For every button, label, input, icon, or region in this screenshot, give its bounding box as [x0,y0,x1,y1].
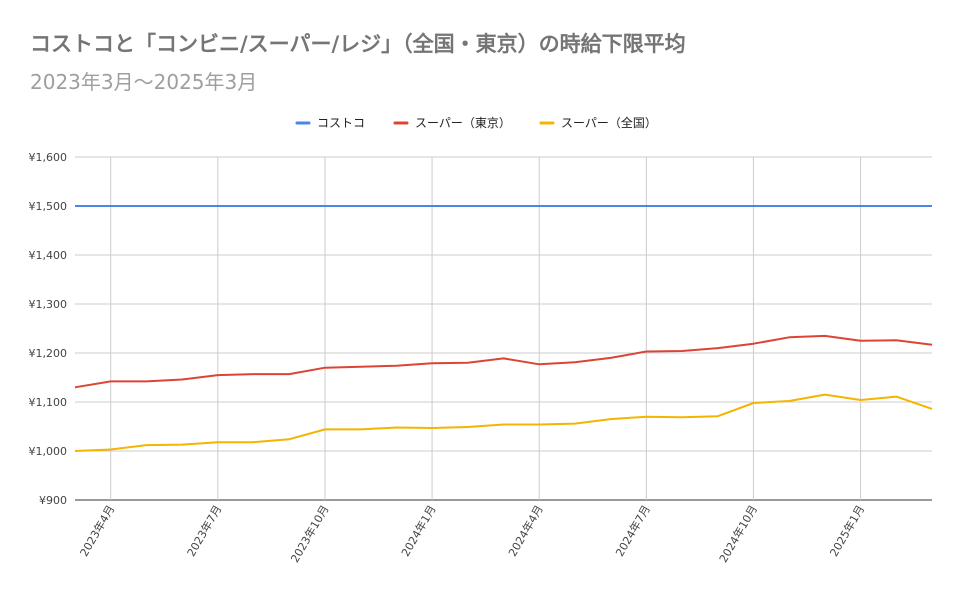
y-tick-label: ¥1,300 [29,298,68,311]
y-tick-label: ¥900 [39,494,67,507]
legend: コストコ スーパー（東京） スーパー（全国） [295,115,657,130]
x-tick-label: 2023年7月 [184,503,225,559]
x-tick-label: 2024年10月 [716,503,760,565]
x-tick-label: 2024年1月 [398,503,439,559]
x-tick-label: 2023年10月 [287,503,331,565]
chart-subtitle: 2023年3月〜2025年3月 [30,70,258,94]
series-line [74,393,933,452]
y-tick-label: ¥1,000 [29,445,68,458]
legend-entry: スーパー（全国） [561,115,657,130]
chart-title: コストコと「コンビニ/スーパー/レジ」（全国・東京）の時給下限平均 [30,32,686,56]
x-tick-label: 2024年7月 [612,503,653,559]
legend-entry: コストコ [317,116,365,130]
y-axis-ticks: ¥900 ¥1,000 ¥1,100 ¥1,200 ¥1,300 ¥1,400 ¥1,500… [29,151,68,507]
grid-lines [75,156,932,501]
x-tick-label: 2023年4月 [77,503,118,559]
x-axis-ticks: 2023年4月 2023年7月 2023年10月 2024年1月 2024年4月 2024… [77,503,867,565]
legend-entry: スーパー（東京） [415,116,511,130]
y-tick-label: ¥1,500 [29,200,68,213]
y-tick-label: ¥1,200 [29,347,68,360]
x-tick-label: 2024年4月 [505,503,546,559]
y-tick-label: ¥1,400 [29,249,68,262]
y-tick-label: ¥1,600 [29,151,68,164]
x-tick-label: 2025年1月 [827,503,868,559]
y-tick-label: ¥1,100 [29,396,68,409]
series-line [74,334,933,389]
series-lines [74,205,933,452]
